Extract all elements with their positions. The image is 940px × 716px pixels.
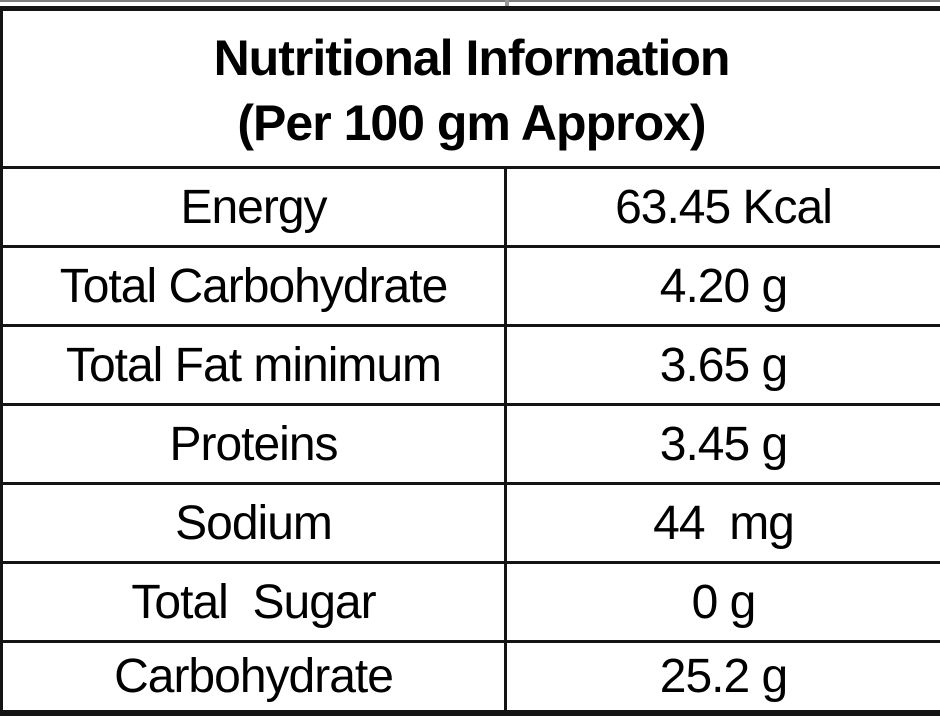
nutrient-value: 25.2 g [659,650,788,703]
table-row: Energy 63.45 Kcal [3,169,940,248]
table-row: Total Carbohydrate 4.20 g [3,248,940,327]
nutrient-label: Energy [3,169,507,245]
spreadsheet-gridline [0,0,940,2]
nutrient-label: Total Carbohydrate [3,248,507,324]
nutrient-value: 4.20 g [659,259,788,313]
nutrient-value: 44 mg [653,496,795,550]
table-title: Nutritional Information [213,30,731,87]
table-row: Carbohydrate 25.2 g [3,643,940,716]
nutrient-label: Proteins [3,406,507,482]
table-row: Proteins 3.45 g [3,406,940,485]
table-subtitle: (Per 100 gm Approx) [237,94,706,151]
nutrient-value: 0 g [691,575,757,629]
nutrient-value: 63.45 Kcal [615,180,833,234]
nutrient-label: Total Sugar [3,564,507,640]
nutrition-table: Nutritional Information (Per 100 gm Appr… [0,6,940,716]
table-row: Sodium 44 mg [3,485,940,564]
table-row: Total Sugar 0 g [3,564,940,643]
nutrient-label: Total Fat minimum [3,327,507,403]
spreadsheet-gridline-tick [505,0,509,8]
nutrient-value: 3.45 g [659,417,788,471]
table-row: Total Fat minimum 3.65 g [3,327,940,406]
nutrient-label: Sodium [3,485,507,561]
nutrient-value: 3.65 g [659,338,788,392]
nutrient-label: Carbohydrate [3,643,507,710]
table-header: Nutritional Information (Per 100 gm Appr… [3,11,940,169]
